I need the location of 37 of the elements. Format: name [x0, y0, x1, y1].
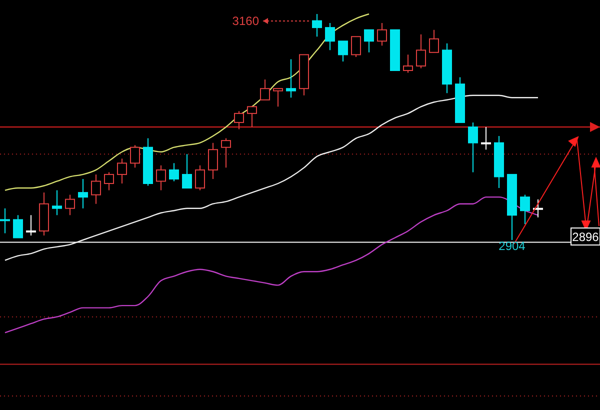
- candlestick: [0, 208, 10, 234]
- annotation: 2904: [498, 239, 526, 253]
- candlestick: [91, 174, 101, 204]
- candlestick: [169, 162, 179, 182]
- candlestick: [260, 79, 270, 100]
- candlestick: [195, 164, 205, 191]
- candlestick: [78, 178, 88, 209]
- candlestick: [403, 54, 413, 74]
- candlestick: [364, 29, 374, 53]
- text: 2896: [572, 230, 600, 244]
- candlestick: [26, 214, 36, 236]
- candlestick: [286, 58, 296, 98]
- candlestick: [208, 142, 218, 180]
- candlestick: [247, 106, 257, 128]
- candlestick: [130, 144, 140, 168]
- candlestick: [234, 110, 244, 130]
- candlestick: [351, 36, 361, 58]
- candlestick: [65, 194, 75, 216]
- candlestick: [338, 40, 348, 62]
- candlestick: [416, 34, 426, 69]
- candlestick: [182, 154, 192, 189]
- candlestick: [52, 190, 62, 216]
- candlestick: [221, 138, 231, 168]
- candlestick: [377, 22, 387, 46]
- candlestick: [117, 158, 127, 184]
- candlestick: [273, 88, 283, 108]
- candlestick: [468, 122, 478, 173]
- candlestick: [481, 126, 491, 150]
- candlestick: [156, 164, 166, 191]
- candlestick: [429, 29, 439, 53]
- candlestick: [312, 14, 322, 38]
- candlestick: [533, 198, 543, 218]
- candlestick: [104, 172, 114, 191]
- candlestick: [520, 194, 530, 225]
- annotation: 3160: [232, 14, 260, 28]
- candlestick: [13, 214, 23, 238]
- candlestick: [325, 22, 335, 51]
